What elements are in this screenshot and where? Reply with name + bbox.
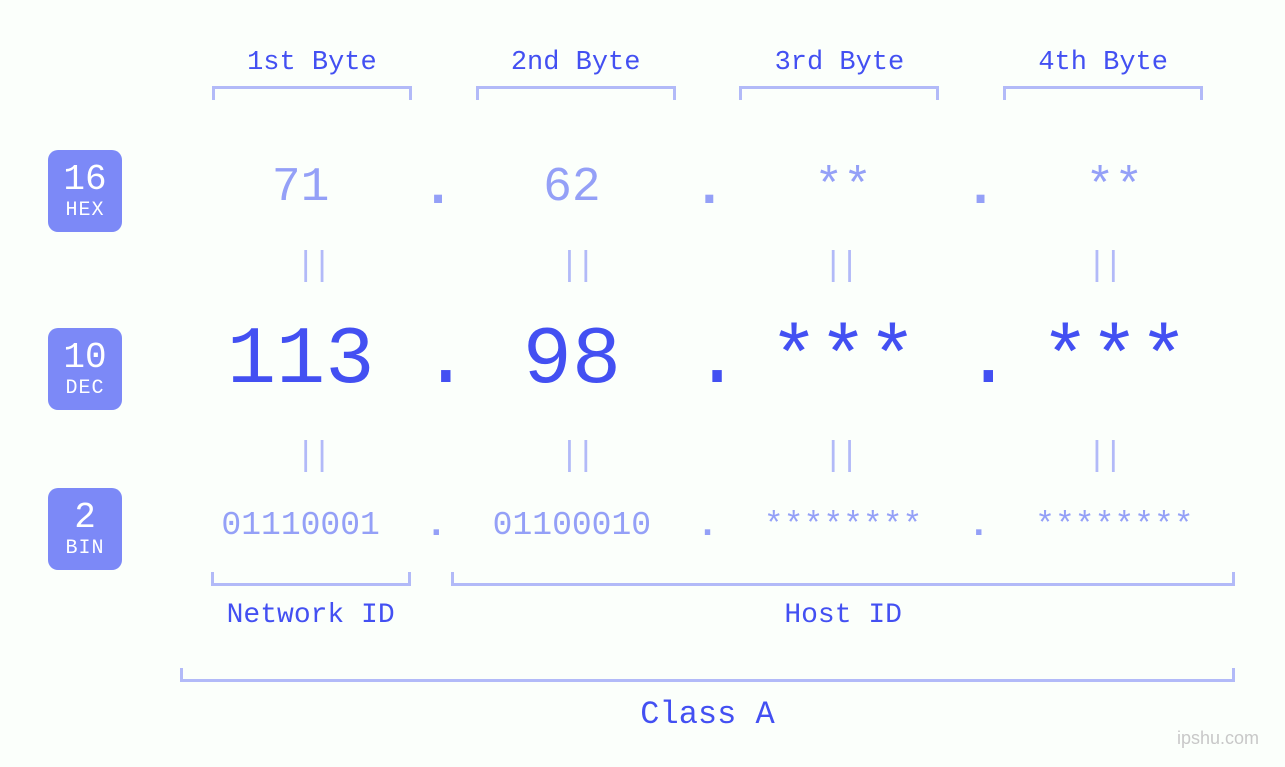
byte-header-2: 2nd Byte (444, 48, 708, 78)
equals-2-3: || (708, 438, 972, 476)
hex-byte-1: 71 (180, 161, 421, 215)
byte-header-1: 1st Byte (180, 48, 444, 78)
dec-dot-2: . (693, 314, 723, 407)
watermark: ipshu.com (1177, 728, 1259, 749)
hex-badge: 16 HEX (48, 150, 122, 232)
hex-byte-3: ** (723, 161, 964, 215)
byte-bracket-3 (739, 86, 939, 100)
dec-badge-txt: DEC (65, 378, 104, 400)
byte-header-4: 4th Byte (971, 48, 1235, 78)
bin-byte-1: 01110001 (180, 507, 421, 544)
dec-badge: 10 DEC (48, 328, 122, 410)
class-bracket (180, 668, 1235, 682)
byte-header-row: 1st Byte 2nd Byte 3rd Byte 4th Byte (180, 48, 1235, 78)
equals-2-2: || (444, 438, 708, 476)
bin-row: 01110001 . 01100010 . ******** . *******… (180, 504, 1235, 547)
dec-byte-3: *** (723, 314, 964, 407)
equals-2-1: || (180, 438, 444, 476)
bin-badge: 2 BIN (48, 488, 122, 570)
bin-dot-3: . (964, 504, 994, 547)
dec-dot-3: . (964, 314, 994, 407)
bin-badge-num: 2 (74, 498, 96, 538)
equals-row-1: || || || || (180, 248, 1235, 286)
hex-dot-3: . (964, 156, 994, 220)
bin-byte-3: ******** (723, 507, 964, 544)
bin-badge-txt: BIN (65, 538, 104, 560)
host-id-label: Host ID (784, 600, 902, 631)
bin-byte-2: 01100010 (451, 507, 692, 544)
host-id-bracket (451, 572, 1235, 586)
host-id-group: Host ID (441, 572, 1235, 631)
equals-1-2: || (444, 248, 708, 286)
byte-bracket-4 (1003, 86, 1203, 100)
equals-1-3: || (708, 248, 972, 286)
hex-dot-1: . (421, 156, 451, 220)
bin-dot-1: . (421, 504, 451, 547)
equals-1-4: || (971, 248, 1235, 286)
hex-badge-num: 16 (63, 160, 106, 200)
byte-bracket-2 (476, 86, 676, 100)
network-id-label: Network ID (227, 600, 395, 631)
dec-row: 113 . 98 . *** . *** (180, 314, 1235, 407)
hex-row: 71 . 62 . ** . ** (180, 156, 1235, 220)
equals-1-1: || (180, 248, 444, 286)
equals-row-2: || || || || (180, 438, 1235, 476)
dec-dot-1: . (421, 314, 451, 407)
dec-byte-4: *** (994, 314, 1235, 407)
class-bracket-group: Class A (180, 668, 1235, 733)
byte-bracket-1 (212, 86, 412, 100)
hex-badge-txt: HEX (65, 200, 104, 222)
hex-byte-2: 62 (451, 161, 692, 215)
network-id-bracket (211, 572, 411, 586)
id-bracket-row: Network ID Host ID (180, 572, 1235, 631)
hex-dot-2: . (693, 156, 723, 220)
byte-bracket-top-row (180, 86, 1235, 100)
equals-2-4: || (971, 438, 1235, 476)
byte-header-3: 3rd Byte (708, 48, 972, 78)
dec-badge-num: 10 (63, 338, 106, 378)
dec-byte-1: 113 (180, 314, 421, 407)
dec-byte-2: 98 (451, 314, 692, 407)
bin-dot-2: . (693, 504, 723, 547)
network-id-group: Network ID (180, 572, 441, 631)
hex-byte-4: ** (994, 161, 1235, 215)
class-label: Class A (640, 696, 774, 733)
bin-byte-4: ******** (994, 507, 1235, 544)
